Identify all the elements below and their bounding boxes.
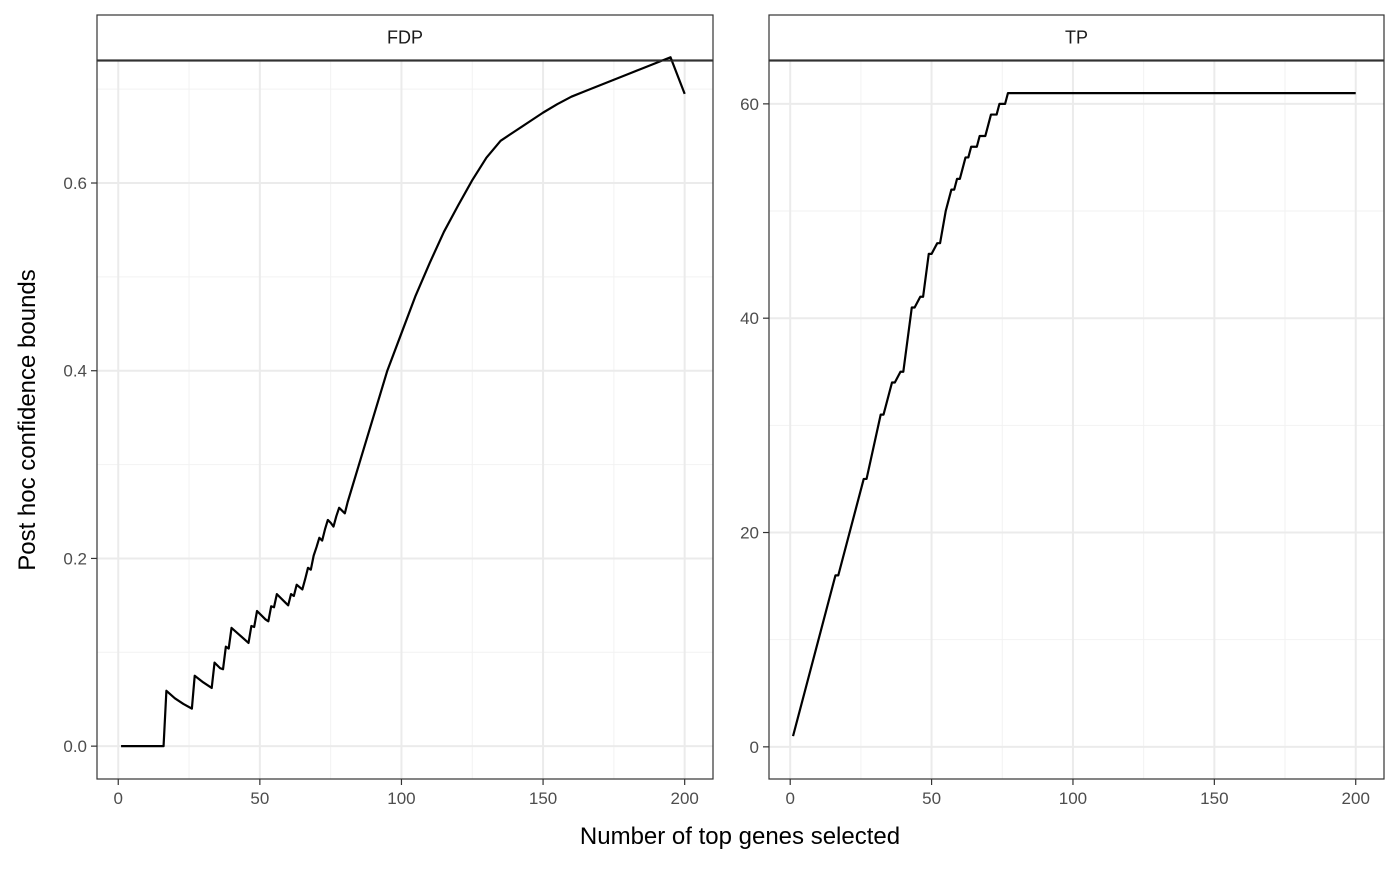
strip-tp (768, 14, 1385, 61)
x-tick-label: 100 (387, 789, 415, 808)
panel-border-fdp (96, 60, 714, 780)
x-tick-label: 200 (1342, 789, 1370, 808)
y-tick-label: 0.2 (63, 549, 87, 568)
x-tick-label: 100 (1059, 789, 1087, 808)
series-line-tp (791, 92, 1356, 737)
panel-background-fdp (97, 61, 713, 779)
y-tick-label: 0.4 (63, 362, 87, 381)
strip-fdp (96, 14, 714, 61)
x-tick-label: 150 (529, 789, 557, 808)
panel-tp: TP 0 50 100 150 200 0 20 40 60 (740, 14, 1385, 808)
y-tick-label: 0 (750, 738, 759, 757)
panel-fdp: FDP 0 50 100 150 200 0.0 0.2 0.4 0.6 (63, 14, 714, 808)
x-tick-label: 200 (670, 789, 698, 808)
y-axis-title: Post hoc confidence bounds (14, 269, 41, 571)
x-tick-label: 50 (250, 789, 269, 808)
panel-background-tp (769, 61, 1384, 779)
x-tick-label: 50 (922, 789, 941, 808)
strip-label-fdp: FDP (387, 28, 423, 48)
y-tick-label: 0.0 (63, 737, 87, 756)
y-tick-label: 40 (740, 309, 759, 328)
x-axis-title: Number of top genes selected (580, 823, 900, 850)
series-line-fdp (121, 56, 686, 748)
x-tick-label: 0 (114, 789, 123, 808)
x-tick-label: 0 (785, 789, 794, 808)
x-tick-label: 150 (1200, 789, 1228, 808)
y-tick-label: 20 (740, 524, 759, 543)
strip-label-tp: TP (1065, 28, 1088, 48)
y-tick-label: 0.6 (63, 174, 87, 193)
y-tick-label: 60 (740, 95, 759, 114)
panel-border-tp (768, 60, 1385, 780)
